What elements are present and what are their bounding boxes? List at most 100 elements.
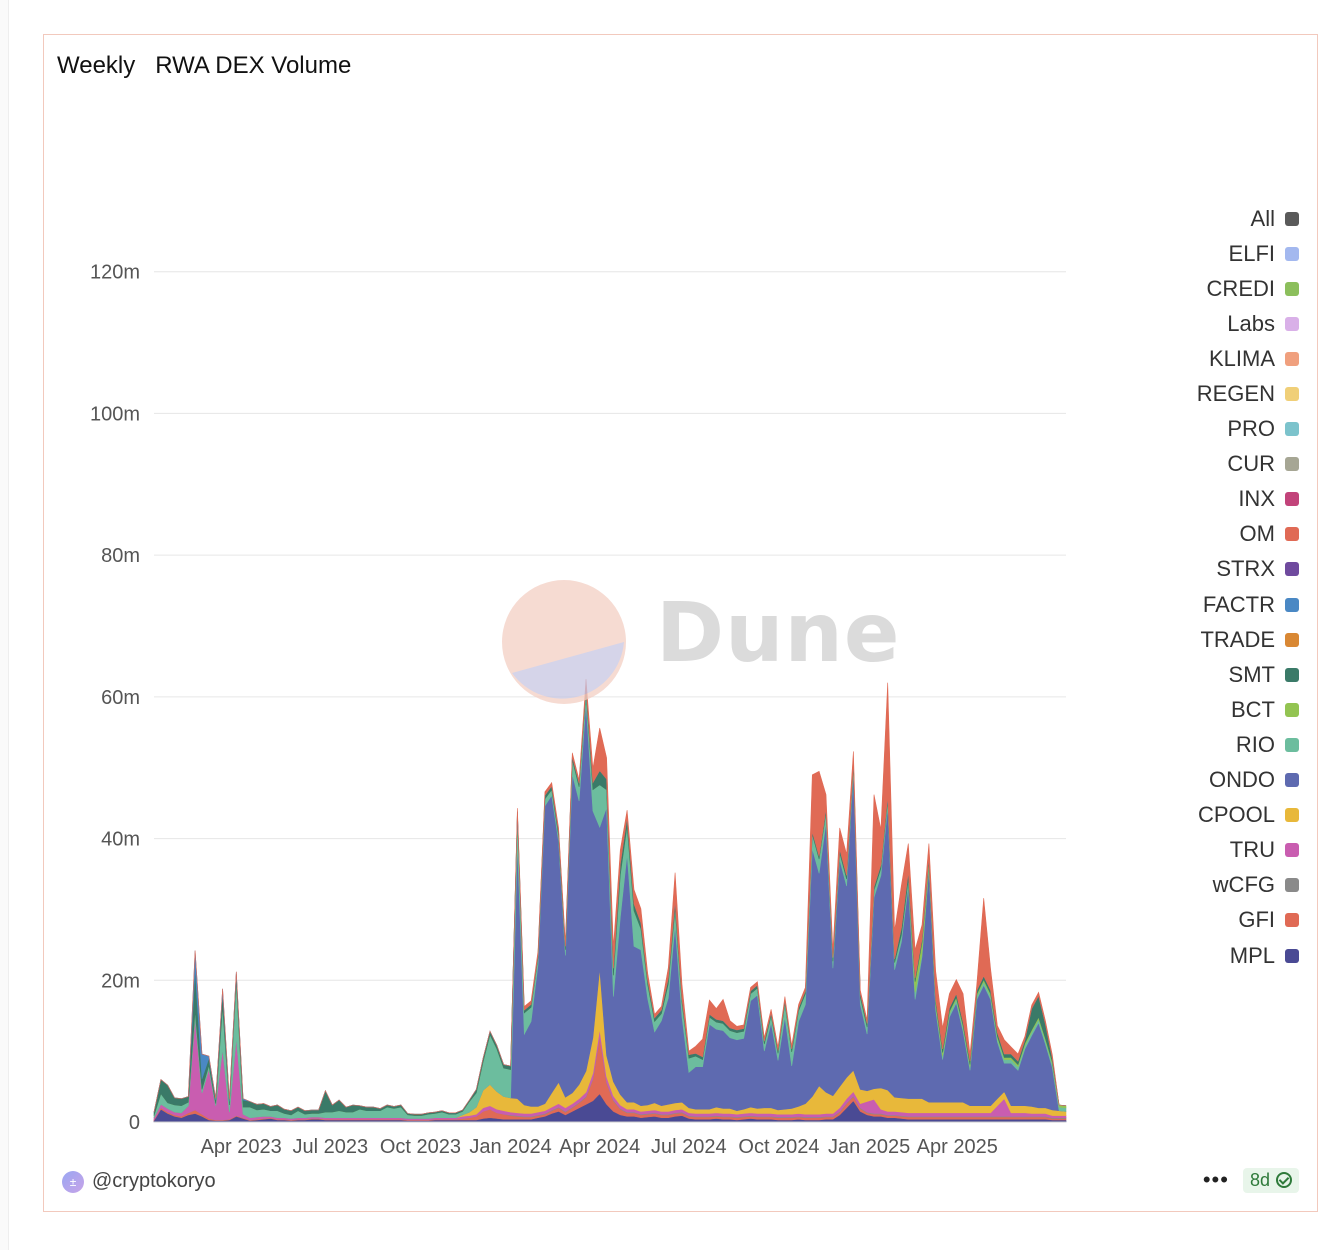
legend-item-bct[interactable]: BCT	[1099, 692, 1299, 727]
legend-swatch	[1285, 737, 1299, 752]
author[interactable]: ± @cryptokoryo	[62, 1170, 216, 1193]
legend-swatch	[1285, 843, 1299, 858]
legend-swatch	[1285, 351, 1299, 366]
legend-label: PRO	[1227, 416, 1275, 442]
x-tick-label: Apr 2025	[917, 1136, 998, 1158]
legend-item-smt[interactable]: SMT	[1099, 657, 1299, 692]
age-text: 8d	[1249, 1169, 1270, 1190]
area-ondo[interactable]	[153, 702, 1067, 1119]
legend-label: GFI	[1238, 907, 1275, 933]
y-tick-label: 100m	[90, 403, 140, 425]
y-tick-label: 0	[129, 1112, 140, 1134]
legend-item-wcfg[interactable]: wCFG	[1099, 868, 1299, 903]
legend-item-pro[interactable]: PRO	[1099, 412, 1299, 447]
chart-title: Weekly RWA DEX Volume	[57, 52, 351, 80]
chart-card: Weekly RWA DEX Volume 0 20m 40m 60m 80m 100m 12…	[43, 34, 1318, 1212]
legend-item-trade[interactable]: TRADE	[1099, 622, 1299, 657]
legend-item-labs[interactable]: Labs	[1099, 306, 1299, 341]
legend-item-all[interactable]: All	[1099, 201, 1299, 236]
legend-swatch	[1285, 667, 1299, 682]
query-title: RWA DEX Volume	[155, 52, 352, 79]
area-series-group	[153, 679, 1067, 1123]
legend-swatch	[1285, 878, 1299, 893]
legend-label: TRADE	[1200, 626, 1275, 652]
legend-label: wCFG	[1212, 872, 1275, 898]
x-tick-label: Jul 2023	[293, 1136, 369, 1158]
legend-label: KLIMA	[1208, 345, 1275, 371]
legend-label: FACTR	[1202, 591, 1275, 617]
x-tick-label: Jan 2025	[828, 1136, 910, 1158]
dune-logo-icon	[502, 580, 626, 704]
frequency-label: Weekly	[57, 52, 136, 79]
check-circle-icon	[1276, 1172, 1292, 1188]
legend-swatch	[1285, 773, 1299, 788]
legend-item-gfi[interactable]: GFI	[1099, 903, 1299, 938]
legend-item-cur[interactable]: CUR	[1099, 447, 1299, 482]
legend-swatch	[1285, 387, 1299, 402]
legend-label: CREDI	[1206, 275, 1275, 301]
legend-item-elfi[interactable]: ELFI	[1099, 236, 1299, 271]
legend-label: TRU	[1229, 837, 1275, 863]
legend-item-klima[interactable]: KLIMA	[1099, 341, 1299, 376]
legend-item-om[interactable]: OM	[1099, 517, 1299, 552]
legend-item-tru[interactable]: TRU	[1099, 833, 1299, 868]
legend-swatch	[1285, 211, 1299, 226]
x-tick-label: Jan 2024	[469, 1136, 551, 1158]
legend-swatch	[1285, 527, 1299, 542]
legend-item-ondo[interactable]: ONDO	[1099, 763, 1299, 798]
legend-swatch	[1285, 457, 1299, 472]
x-tick-label: Jul 2024	[651, 1136, 727, 1158]
legend-swatch	[1285, 316, 1299, 331]
legend-swatch	[1285, 281, 1299, 296]
legend-item-regen[interactable]: REGEN	[1099, 376, 1299, 411]
legend-item-factr[interactable]: FACTR	[1099, 587, 1299, 622]
legend-label: All	[1250, 205, 1275, 231]
legend-label: ELFI	[1228, 240, 1275, 266]
avatar: ±	[62, 1170, 84, 1193]
y-tick-label: 120m	[90, 262, 140, 284]
legend-label: RIO	[1235, 731, 1275, 757]
refresh-age-badge[interactable]: 8d	[1242, 1167, 1299, 1193]
x-tick-label: Apr 2023	[201, 1136, 282, 1158]
y-tick-label: 20m	[101, 970, 140, 992]
legend-label: MPL	[1229, 942, 1275, 968]
area-om[interactable]	[153, 679, 1067, 1115]
x-tick-label: Oct 2024	[738, 1136, 819, 1158]
legend-item-cpool[interactable]: CPOOL	[1099, 798, 1299, 833]
left-edge-strip	[0, 0, 9, 1250]
y-tick-label: 60m	[101, 687, 140, 709]
legend-label: ONDO	[1209, 767, 1275, 793]
legend-item-rio[interactable]: RIO	[1099, 727, 1299, 762]
legend-swatch	[1285, 632, 1299, 647]
legend-swatch	[1285, 702, 1299, 717]
legend-swatch	[1285, 913, 1299, 928]
legend-label: CUR	[1227, 451, 1275, 477]
legend-swatch	[1285, 562, 1299, 577]
legend-item-strx[interactable]: STRX	[1099, 552, 1299, 587]
legend-label: CPOOL	[1197, 802, 1275, 828]
legend-item-mpl[interactable]: MPL	[1099, 938, 1299, 973]
x-tick-label: Apr 2024	[559, 1136, 640, 1158]
legend-label: STRX	[1216, 556, 1275, 582]
dune-watermark: Dune	[502, 580, 899, 705]
watermark-text: Dune	[656, 586, 901, 681]
legend-label: REGEN	[1196, 381, 1275, 407]
x-tick-label: Oct 2023	[380, 1136, 461, 1158]
legend-item-inx[interactable]: INX	[1099, 482, 1299, 517]
legend-label: INX	[1238, 486, 1275, 512]
legend-label: Labs	[1227, 310, 1275, 336]
legend-swatch	[1285, 422, 1299, 437]
footer-actions: ••• 8d	[1203, 1167, 1299, 1193]
y-tick-label: 80m	[101, 545, 140, 567]
legend-swatch	[1285, 492, 1299, 507]
legend-label: BCT	[1231, 696, 1275, 722]
y-tick-label: 40m	[101, 829, 140, 851]
legend-item-credi[interactable]: CREDI	[1099, 271, 1299, 306]
legend-label: SMT	[1228, 661, 1275, 687]
legend-swatch	[1285, 808, 1299, 823]
legend: All ELFI CREDI Labs KLIMA REGEN PRO CUR INX OM STR…	[1099, 201, 1299, 973]
legend-label: OM	[1239, 521, 1275, 547]
legend-swatch	[1285, 246, 1299, 261]
more-options-button[interactable]: •••	[1202, 1167, 1229, 1192]
legend-swatch	[1285, 948, 1299, 963]
